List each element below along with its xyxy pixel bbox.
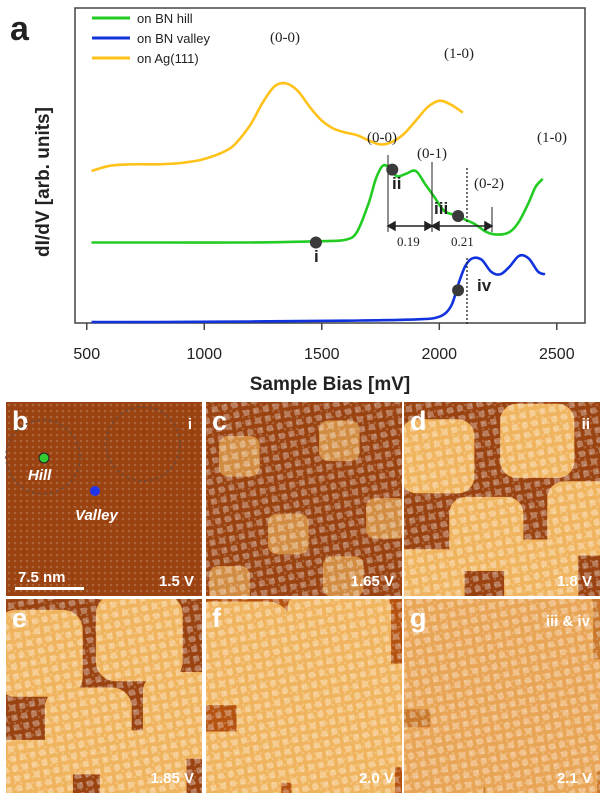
plot-frame [74,7,586,324]
stm-panel-f: f 2.0 V [206,599,402,793]
peak-label-hill-01: (0-1) [417,146,447,162]
hill-region-circle [5,419,81,495]
spacing-arrow-1 [386,220,434,232]
point-label-iv: iv [477,276,492,295]
series-line-hill [91,163,544,244]
y-axis-label: dI/dV [arb. units] [33,107,54,257]
x-tick-label: 1000 [186,346,222,363]
point-label-i: i [314,247,319,266]
peak-label-ag-10: (1-0) [444,46,474,62]
bias-label: 1.65 V [351,573,394,590]
valley-label: Valley [75,507,118,524]
point-marker-iii [452,210,465,222]
bias-label: 1.5 V [159,573,194,590]
x-axis-label: Sample Bias [mV] [250,374,411,395]
valley-dot [90,486,100,496]
stm-panel-d: d 1.8 V ii [404,402,600,596]
panel-g-letter: g [410,603,427,633]
bias-label: 1.8 V [557,573,592,590]
series-line-ag [91,81,464,173]
peak-label-hill-00: (0-0) [367,130,397,146]
point-marker-iv [452,284,465,297]
x-tick-label: 2500 [539,346,575,363]
stm-image-grid: b 1.5 V i c 1.65 V d 1.8 V ii e 1.85 V f 2.0 V g 2.1 … [6,402,600,793]
hill-label: Hill [28,467,52,484]
stm-tag-label: i [188,416,192,433]
series-line-valley [91,253,546,324]
peak-label-hill-10: (1-0) [537,130,567,146]
bias-label: 1.85 V [151,770,194,787]
valley-region-circle [105,406,181,482]
x-tick-label: 1500 [304,346,340,363]
spacing-label-1: 0.19 [397,234,420,249]
panel-a-spectra: a on BN hill on BN valley on Ag(111) [10,7,586,395]
legend-label-ag: on Ag(111) [137,51,199,66]
x-tick-label: 500 [73,346,100,363]
point-marker-i [309,236,322,249]
points-layer [309,163,465,297]
legend-label-valley: on BN valley [137,31,210,46]
panel-b-letter: b [12,406,29,436]
point-label-iii: iii [434,199,448,218]
spacing-label-2: 0.21 [451,234,474,249]
scale-bar-label: 7.5 nm [18,569,66,586]
panel-d-letter: d [410,406,427,436]
legend-label-hill: on BN hill [137,11,193,26]
panel-e-letter: e [12,603,27,633]
spacing-arrow-2 [430,220,494,232]
bias-label: 2.1 V [557,770,592,787]
stm-tag-label: iii & iv [546,613,591,630]
legend: on BN hill on BN valley on Ag(111) [92,11,210,66]
x-axis-ticks: 500 1000 1500 2000 2500 [73,323,575,363]
stm-panel-c: c 1.65 V [206,402,402,596]
peak-label-ag-00: (0-0) [270,30,300,46]
panel-b-overlays: Hill Valley 7.5 nm [5,406,181,590]
panel-a-letter: a [10,10,30,48]
x-tick-label: 2000 [421,346,457,363]
bias-label: 2.0 V [359,770,394,787]
stm-panel-b: b 1.5 V i [6,402,202,596]
point-label-ii: ii [392,174,401,193]
panel-f-letter: f [212,603,222,633]
panel-c-letter: c [212,406,227,436]
stm-panel-e: e 1.85 V [6,599,202,793]
stm-panel-g: g 2.1 V iii & iv [404,599,600,793]
scale-bar [15,587,84,590]
point-marker-ii [386,163,399,176]
peak-label-hill-02: (0-2) [474,176,504,192]
hill-dot [38,452,50,464]
stm-tag-label: ii [582,416,590,433]
